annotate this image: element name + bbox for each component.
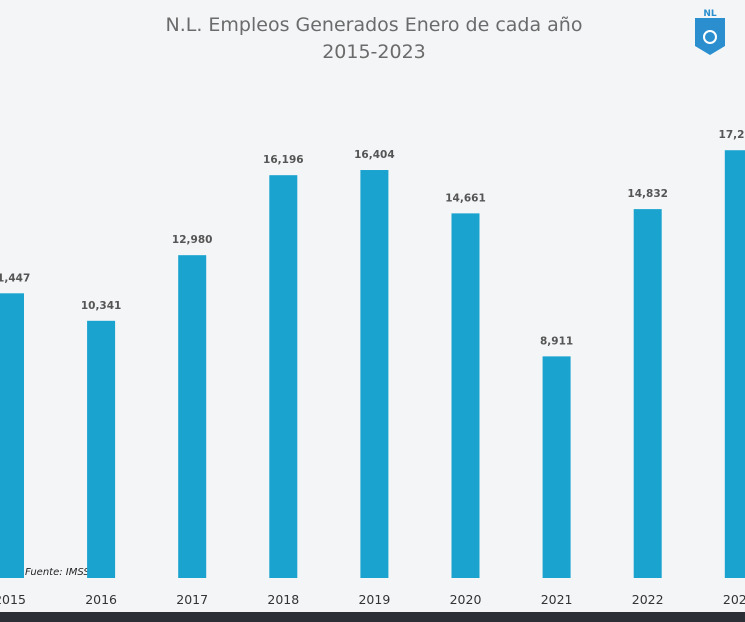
value-label: 16,196 xyxy=(263,154,304,166)
bar xyxy=(87,320,116,578)
value-label: 16,404 xyxy=(354,149,395,161)
x-tick-label: 2020 xyxy=(450,592,482,607)
x-tick-label: 2019 xyxy=(358,592,390,607)
value-label: 12,980 xyxy=(172,234,213,246)
value-label: 14,832 xyxy=(627,188,668,200)
x-tick-label: 2015 xyxy=(0,592,26,607)
value-label: 10,341 xyxy=(81,300,122,312)
x-tick-label: 2021 xyxy=(541,592,573,607)
bottom-strip xyxy=(0,612,745,622)
source-note: Fuente: IMSS xyxy=(25,567,90,578)
bar xyxy=(178,255,207,579)
chart-title: N.L. Empleos Generados Enero de cada año xyxy=(166,14,583,36)
bar xyxy=(451,213,480,578)
bar xyxy=(269,175,298,578)
bar xyxy=(724,150,745,578)
value-label: 11,447 xyxy=(0,272,30,284)
bar xyxy=(633,209,662,578)
x-tick-label: 2016 xyxy=(85,592,117,607)
x-tick-label: 2017 xyxy=(176,592,208,607)
bar xyxy=(542,356,571,578)
bar xyxy=(360,170,389,578)
x-tick-label: 2022 xyxy=(632,592,664,607)
value-label: 17,200 xyxy=(719,129,745,141)
value-label: 14,661 xyxy=(445,192,486,204)
value-label: 8,911 xyxy=(540,335,573,347)
bar xyxy=(0,293,24,578)
logo: NL xyxy=(695,9,725,55)
logo-shield xyxy=(695,18,725,55)
logo-icon xyxy=(703,30,717,44)
x-tick-label: 2023 xyxy=(723,592,745,607)
x-tick-label: 2018 xyxy=(267,592,299,607)
logo-text: NL xyxy=(703,9,717,19)
chart-subtitle: 2015-2023 xyxy=(322,41,426,63)
